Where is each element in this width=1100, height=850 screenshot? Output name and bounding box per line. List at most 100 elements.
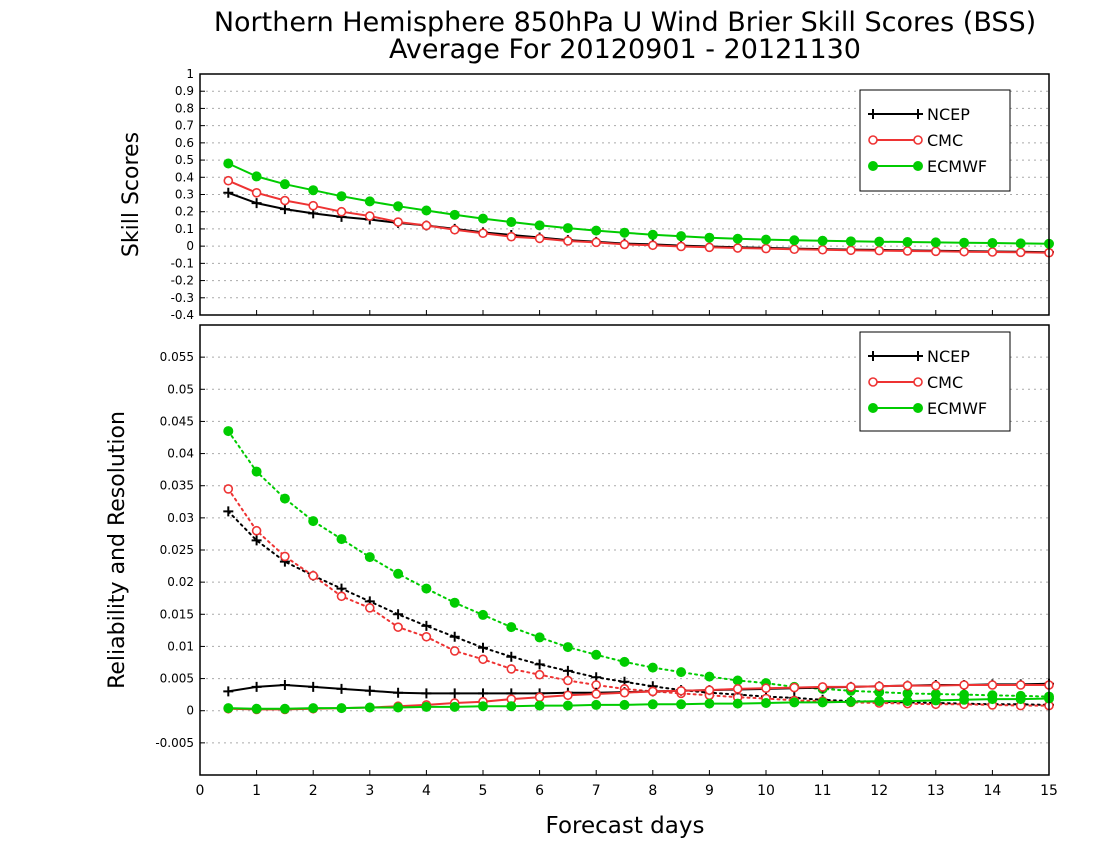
data-point [478, 609, 488, 620]
legend-marker [913, 135, 923, 145]
x-tick-label: 12 [870, 783, 888, 799]
y-tick-label: -0.4 [171, 308, 194, 322]
data-point [591, 649, 602, 660]
series-ncep-dotted [223, 506, 1054, 710]
chart-title-line2: Average For 20120901 - 20121130 [389, 34, 861, 65]
data-point [845, 696, 856, 707]
data-point [478, 701, 488, 712]
data-point [308, 681, 319, 692]
data-point [1015, 694, 1026, 705]
data-point [647, 699, 658, 710]
data-point [619, 239, 630, 250]
data-point [732, 243, 743, 253]
series-cmc-solid [223, 175, 1054, 258]
data-point [789, 682, 800, 693]
data-point [449, 631, 460, 642]
data-point [874, 696, 885, 707]
data-point [732, 675, 743, 686]
legend: NCEP CMC ECMWF [859, 331, 1011, 432]
data-point [421, 631, 432, 642]
y-tick-label: 0.005 [160, 672, 194, 686]
data-point [959, 680, 969, 690]
data-point [251, 171, 262, 182]
data-point [902, 246, 913, 256]
data-point [619, 699, 630, 710]
data-point [563, 675, 573, 686]
data-point [732, 233, 743, 244]
legend-label: ECMWF [927, 157, 987, 176]
x-tick-label: 13 [927, 783, 945, 799]
legend-marker [913, 351, 923, 361]
x-tick-label: 14 [983, 783, 1001, 799]
data-point [987, 694, 998, 705]
data-point [336, 591, 347, 602]
legend-marker [868, 403, 878, 413]
data-point [704, 685, 715, 695]
legend-label: ECMWF [927, 399, 987, 418]
data-point [506, 664, 517, 674]
data-point [279, 204, 290, 215]
data-point [478, 213, 488, 224]
data-point [280, 551, 290, 562]
plot-frame [199, 324, 1050, 776]
y-tick-label: 0.025 [160, 543, 194, 557]
data-point [534, 692, 545, 703]
data-point [336, 191, 347, 202]
data-point [223, 484, 234, 494]
data-point [647, 686, 658, 697]
data-point [534, 233, 545, 244]
data-point [874, 245, 885, 256]
data-point [478, 654, 488, 665]
data-point [930, 246, 941, 257]
x-tick-label: 1 [252, 783, 261, 799]
legend-label: CMC [927, 373, 963, 392]
plot-frame [199, 73, 1050, 316]
y-tick-label: 0.2 [175, 205, 194, 219]
data-point [534, 700, 545, 711]
y-tick-label: 0.8 [175, 101, 194, 115]
data-point [421, 620, 432, 631]
data-point [506, 651, 517, 662]
data-point [591, 699, 602, 710]
data-point [449, 688, 460, 699]
data-point [421, 205, 432, 216]
data-point [393, 568, 404, 579]
data-point [761, 243, 771, 254]
data-point [563, 690, 573, 701]
legend-label: CMC [927, 131, 963, 150]
data-point [421, 701, 432, 712]
data-point [676, 699, 687, 710]
data-point [506, 622, 517, 633]
y-tick-label: -0.1 [171, 256, 194, 270]
data-point [280, 195, 290, 206]
data-point [421, 688, 432, 699]
data-point [478, 642, 488, 653]
data-point [364, 211, 375, 221]
data-point [279, 493, 290, 504]
series-line [227, 487, 1050, 707]
data-point [534, 220, 545, 231]
data-point [902, 237, 913, 248]
reliability-resolution-panel: 0.055 0.05 0.045 0.04 0.035 0.03 0.025 0.02 0.01… [105, 324, 1058, 799]
data-point [789, 235, 800, 246]
data-point [223, 426, 234, 437]
data-point [393, 217, 403, 227]
y-axis-label: Reliability and Resolution [105, 411, 130, 689]
data-point [817, 697, 828, 708]
data-point [562, 665, 573, 676]
y-tick-label: 0.015 [160, 607, 194, 621]
y-tick-label: 0.1 [175, 222, 194, 236]
legend-label: NCEP [927, 347, 970, 366]
data-point [251, 187, 262, 198]
data-point [336, 703, 347, 714]
data-point [761, 698, 771, 708]
legend-marker [868, 351, 878, 361]
data-point [279, 680, 290, 690]
series-ecmwf-solid [223, 693, 1054, 714]
data-point [902, 680, 913, 691]
legend-marker [868, 161, 878, 171]
data-point [308, 570, 319, 581]
data-point [308, 516, 319, 527]
legend-marker [868, 135, 878, 145]
